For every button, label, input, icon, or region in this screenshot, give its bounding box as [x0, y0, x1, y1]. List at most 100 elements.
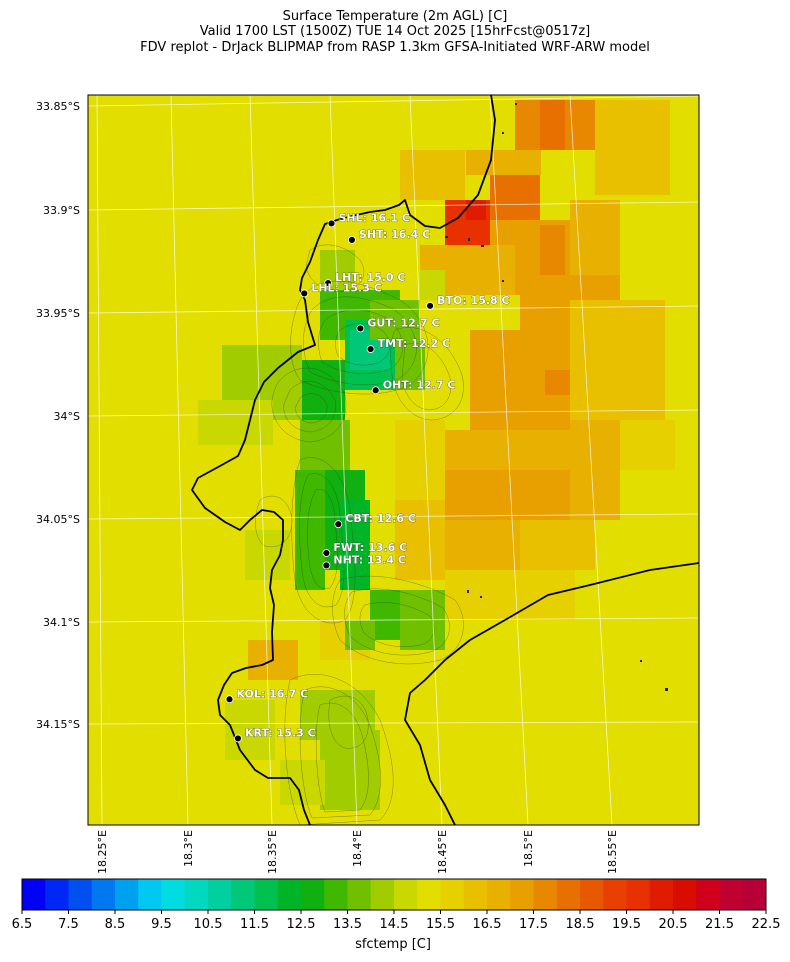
map-source: FDV replot - DrJack BLIPMAP from RASP 1.…	[140, 40, 650, 55]
latitude-label: 34.05°S	[36, 513, 80, 526]
temperature-cell	[466, 150, 541, 175]
colorbar-tick-label: 7.5	[58, 917, 79, 932]
latitude-label: 34.15°S	[36, 718, 80, 731]
colorbar-swatch	[370, 879, 395, 910]
latitude-label: 34°S	[54, 410, 80, 423]
station-dot	[300, 289, 309, 298]
temperature-cell	[445, 520, 520, 570]
station-label: CBT: 12.6 C	[345, 512, 416, 525]
colorbar-tick-label: 8.5	[105, 917, 126, 932]
colorbar-tick-label: 21.5	[705, 917, 734, 932]
latitude-label: 34.1°S	[43, 616, 80, 629]
colorbar-tick-label: 18.5	[566, 917, 595, 932]
station-dot	[426, 301, 435, 310]
temperature-cell	[540, 225, 565, 275]
temperature-cell	[295, 470, 325, 590]
colorbar-swatch	[115, 879, 139, 910]
longitude-label: 18.35°E	[266, 830, 279, 874]
station-dot	[356, 324, 365, 333]
colorbar-swatch	[649, 879, 674, 910]
station-label: KOL: 16.7 C	[237, 687, 309, 700]
colorbar-swatch	[231, 879, 255, 910]
longitude-label: 18.45°E	[436, 830, 449, 874]
temperature-cells	[175, 100, 675, 810]
temperature-cell	[570, 300, 665, 440]
station-dot	[234, 734, 242, 743]
station-dot	[324, 279, 333, 288]
longitude-label: 18.25°E	[96, 830, 109, 874]
latitude-label: 33.9°S	[43, 204, 80, 217]
temperature-cell	[225, 700, 275, 760]
station-label: NHT: 13.4 C	[333, 553, 406, 566]
longitude-label: 18.4°E	[351, 830, 364, 867]
temperature-cell	[395, 420, 445, 500]
temperature-cell	[540, 100, 565, 150]
colorbar-swatch	[533, 879, 558, 910]
station-dot	[334, 520, 343, 529]
colorbar: 6.5 7.5 8.5 9.5 10.5 11.5 12.5 13.5 14.5 15.5 16.5…	[12, 878, 781, 932]
colorbar-tick-label: 14.5	[380, 917, 409, 932]
station-label: GUT: 12.7 C	[367, 316, 439, 329]
colorbar-swatch	[487, 879, 511, 910]
terrain-contours	[255, 244, 464, 825]
longitude-label: 18.55°E	[606, 830, 619, 874]
temperature-cell	[520, 520, 595, 570]
colorbar-tick-label: 15.5	[426, 917, 455, 932]
longitude-label: 18.3°E	[182, 830, 195, 867]
colorbar-swatch	[556, 879, 581, 910]
graticule	[88, 95, 699, 825]
temperature-cell	[280, 760, 325, 805]
temperature-cell	[466, 200, 486, 220]
temperature-cell	[395, 500, 445, 580]
colorbar-swatch	[91, 879, 116, 910]
colorbar-swatch	[719, 879, 744, 910]
colorbar-swatch	[510, 879, 534, 910]
colorbar-swatch	[603, 879, 627, 910]
station-label: KRT: 15.3 C	[245, 726, 316, 739]
temperature-cell	[370, 300, 420, 340]
colorbar-tick-label: 19.5	[612, 917, 641, 932]
temperature-cell	[400, 150, 465, 200]
temperature-cell	[470, 330, 520, 430]
colorbar-swatch	[673, 879, 697, 910]
colorbar-swatch	[580, 879, 604, 910]
colorbar-swatch	[184, 879, 209, 910]
colorbar-swatch	[208, 879, 232, 910]
temperature-cell	[445, 470, 570, 520]
temperature-cell	[615, 420, 675, 470]
station-label: LHL: 15.3 C	[311, 281, 382, 294]
colorbar-label: sfctemp [C]	[355, 937, 431, 952]
colorbar-swatch	[696, 879, 720, 910]
colorbar-tick-label: 22.5	[752, 917, 781, 932]
station-label: SHL: 16.1 C	[339, 211, 410, 224]
temperature-cell	[595, 100, 670, 195]
colorbar-tick-label: 6.5	[12, 917, 33, 932]
station-dot	[322, 549, 331, 557]
colorbar-swatch	[161, 879, 186, 910]
coastline	[191, 95, 699, 825]
station-dot	[366, 345, 375, 353]
station-label: FWT: 13.6 C	[333, 541, 407, 554]
colorbar-swatch	[626, 879, 651, 910]
colorbar-swatch	[417, 879, 441, 910]
temperature-cell	[420, 270, 445, 300]
longitude-label: 18.5°E	[522, 830, 535, 867]
colorbar-swatch	[324, 879, 348, 910]
temperature-cell	[395, 340, 425, 390]
longitude-labels: 18.25°E 18.3°E 18.35°E 18.4°E 18.45°E 18.5°E 1…	[96, 830, 619, 874]
map-title: Surface Temperature (2m AGL) [C]	[282, 9, 508, 24]
latitude-label: 33.95°S	[36, 307, 80, 320]
colorbar-swatch	[347, 879, 372, 910]
station-label: OHT: 12.7 C	[383, 378, 456, 391]
colorbar-swatch	[45, 879, 69, 910]
latitude-labels: 33.85°S 33.9°S 33.95°S 34°S 34.05°S 34.1°S 34.…	[36, 100, 80, 731]
colorbar-swatch	[22, 879, 46, 910]
colorbar-tick-label: 11.5	[240, 917, 269, 932]
station-dot	[371, 386, 380, 395]
map-frame	[87, 94, 700, 826]
colorbar-tick-label: 10.5	[194, 917, 223, 932]
temperature-cell	[175, 420, 195, 520]
station-label: LHT: 15.0 C	[335, 271, 405, 284]
